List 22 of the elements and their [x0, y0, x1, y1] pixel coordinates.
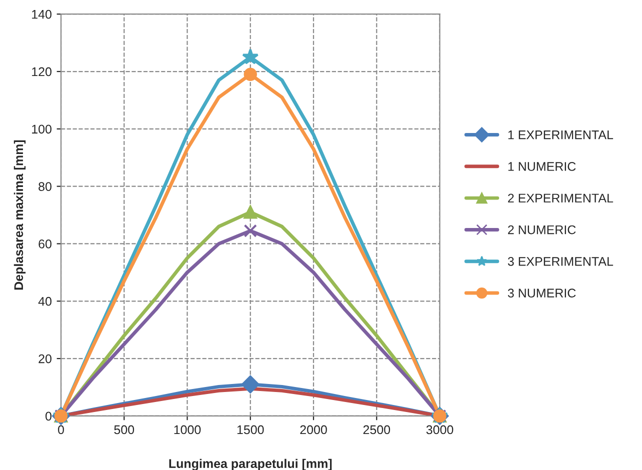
legend-label: 1 EXPERIMENTAL [508, 130, 614, 140]
x-tick-label: 1500 [237, 425, 264, 434]
y-tick-label: 100 [32, 124, 52, 134]
legend-label: 1 NUMERIC [508, 162, 576, 171]
y-tick-label: 60 [38, 240, 52, 248]
y-axis-title: Deplasarea maxima [mm] [14, 140, 26, 290]
legend-label: 2 NUMERIC [508, 225, 576, 234]
y-tick-label: 0 [46, 412, 52, 421]
x-tick-label: 2000 [300, 425, 327, 434]
y-tick-label: 80 [38, 182, 52, 191]
legend-label: 3 NUMERIC [508, 288, 576, 298]
y-tick-label: 120 [32, 67, 52, 76]
x-tick-label: 2500 [363, 425, 390, 434]
x-tick-label: 1000 [174, 425, 201, 434]
y-tick-label: 140 [32, 10, 52, 19]
y-tick-label: 20 [38, 354, 52, 364]
legend-label: 3 EXPERIMENTAL [508, 257, 614, 266]
legend-label: 2 EXPERIMENTAL [508, 194, 614, 202]
x-tick-label: 500 [114, 425, 134, 434]
x-tick-label: 0 [58, 425, 64, 434]
y-tick-label: 40 [38, 296, 52, 306]
x-tick-label: 3000 [426, 425, 454, 434]
